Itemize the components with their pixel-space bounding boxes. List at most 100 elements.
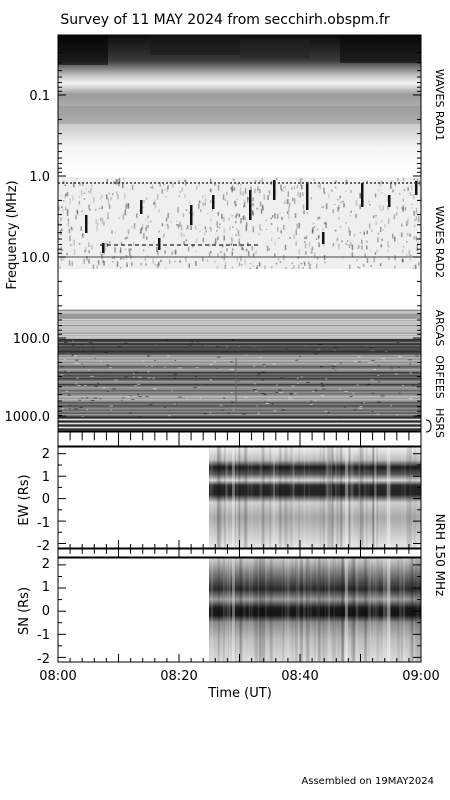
orfees-speck: [371, 411, 374, 412]
nrh-streak: [260, 447, 264, 548]
sn-ytick-0: 0: [42, 604, 50, 619]
orfees-speck: [308, 400, 313, 402]
orfees-speck: [76, 377, 79, 379]
orfees-speck: [332, 368, 334, 370]
nrh-streak: [333, 558, 336, 662]
orfees-speck: [357, 356, 361, 358]
rad2-speck: [122, 256, 125, 260]
rad2-speck: [275, 262, 278, 265]
nrh-streak: [303, 447, 306, 548]
rad2-speck: [161, 189, 163, 194]
orfees-speck: [372, 369, 377, 370]
orfees-speck: [228, 412, 230, 414]
rad2-speck: [157, 250, 159, 256]
orfees-speck: [327, 412, 330, 413]
rad2-speck: [342, 257, 344, 259]
ytick-1-0: 1.0: [29, 170, 50, 185]
rad2-speck: [391, 180, 393, 184]
rad2-speck: [266, 245, 269, 252]
rad2-speck: [231, 248, 234, 251]
rad2-speck: [167, 212, 169, 219]
rad2-speck: [387, 241, 389, 246]
rad2-speck: [146, 236, 148, 240]
orfees-speck: [264, 401, 266, 403]
nrh-streak: [284, 447, 286, 548]
rad2-speck: [402, 249, 404, 254]
nrh-streak: [251, 558, 253, 662]
orfees-speck: [402, 384, 404, 386]
rad2-speck: [407, 187, 409, 191]
nrh-streak: [259, 558, 262, 662]
nrh-ew-texture: [209, 447, 417, 548]
rad2-speck: [301, 184, 303, 190]
rad2-speck: [252, 197, 254, 202]
rad2-speck: [381, 238, 383, 242]
orfees-speck: [415, 355, 419, 357]
rad2-speck: [394, 236, 396, 242]
rad2-speck: [345, 242, 347, 245]
orfees-speck: [81, 397, 84, 399]
orfees-speck: [178, 396, 182, 398]
rad2-speck: [163, 233, 165, 238]
rad2-speck: [202, 203, 204, 205]
rad2-speck: [133, 243, 135, 246]
xtick-0820: 08:20: [160, 669, 197, 684]
rad2-speck: [308, 241, 311, 248]
rad2-speck: [249, 262, 252, 265]
rad2-speck: [413, 235, 415, 240]
nrh-streak: [227, 558, 228, 662]
orfees-speck: [174, 403, 177, 405]
rad2-speck: [254, 188, 256, 194]
rad2-speck: [65, 205, 67, 210]
arcas-stripe: [58, 317, 421, 319]
rad2-speck: [60, 195, 63, 197]
rad2-speck: [341, 240, 343, 243]
rad2-speck: [411, 194, 414, 196]
rad2-speck: [357, 248, 359, 250]
nrh-streak: [377, 558, 379, 662]
rad2-speck: [239, 235, 241, 237]
nrh-streak: [403, 447, 406, 548]
rad2-speck: [372, 215, 375, 219]
nrh-sn-texture: [210, 558, 420, 662]
rad2-speck: [221, 213, 223, 219]
rad2-speck: [379, 263, 382, 267]
rad2-speck: [325, 203, 328, 210]
orfees-speck: [295, 359, 299, 361]
orfees-speck: [273, 410, 277, 412]
rad2-speck: [279, 212, 281, 214]
rad2-speck: [229, 226, 231, 231]
nrh-streak: [374, 447, 377, 548]
rad2-speck: [417, 241, 419, 247]
rad2-speck: [295, 178, 298, 180]
rad2-speck: [128, 248, 130, 252]
rad2-speck: [183, 241, 185, 246]
rad2-speck: [204, 201, 206, 206]
rad2-speck: [231, 238, 233, 243]
rad2-speck: [369, 204, 371, 206]
rad2-speck: [324, 261, 326, 264]
rad2-speck: [125, 236, 128, 239]
rad2-speck: [140, 263, 142, 266]
rad2-speck: [313, 226, 316, 228]
nrh-streak: [313, 447, 315, 548]
rad2-speck: [172, 183, 174, 188]
rad2-speck: [208, 252, 211, 257]
rad2-burst: [212, 195, 215, 209]
rad2-speck: [282, 186, 285, 189]
rad2-speck: [409, 233, 411, 237]
rad2-speck: [351, 252, 354, 258]
rad2-speck: [188, 264, 190, 268]
rad2-speck: [202, 256, 204, 262]
orfees-stripe: [58, 402, 421, 404]
nrh-streak: [389, 558, 391, 662]
nrh-streak: [250, 447, 254, 548]
nrh-streak: [365, 558, 368, 662]
rad2-speck: [387, 218, 390, 224]
rad2-speck: [146, 225, 148, 229]
nrh-streak: [292, 558, 294, 662]
rad2-speck: [233, 187, 236, 191]
orfees-speck: [173, 373, 178, 375]
rad2-speck: [124, 209, 127, 216]
nrh-streak: [290, 447, 292, 548]
